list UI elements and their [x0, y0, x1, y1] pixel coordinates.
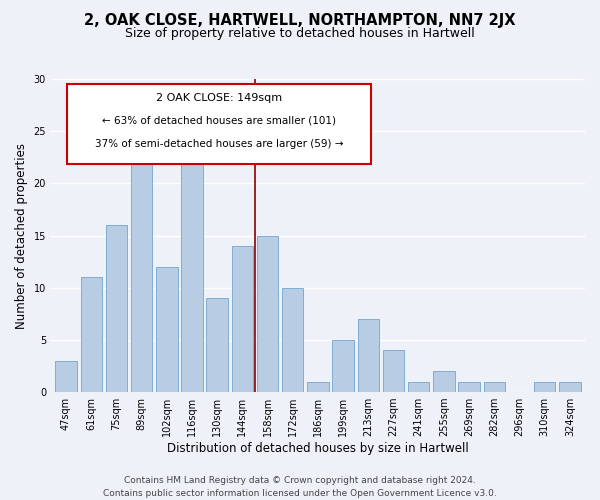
X-axis label: Distribution of detached houses by size in Hartwell: Distribution of detached houses by size …	[167, 442, 469, 455]
Bar	[358, 319, 379, 392]
Bar	[559, 382, 581, 392]
Text: 37% of semi-detached houses are larger (59) →: 37% of semi-detached houses are larger (…	[95, 138, 343, 148]
Text: 2 OAK CLOSE: 149sqm: 2 OAK CLOSE: 149sqm	[156, 93, 282, 103]
Bar	[433, 371, 455, 392]
Bar	[206, 298, 228, 392]
Text: Size of property relative to detached houses in Hartwell: Size of property relative to detached ho…	[125, 28, 475, 40]
Bar	[282, 288, 304, 392]
Text: ← 63% of detached houses are smaller (101): ← 63% of detached houses are smaller (10…	[102, 116, 336, 126]
Bar	[332, 340, 354, 392]
Y-axis label: Number of detached properties: Number of detached properties	[15, 142, 28, 328]
Bar	[131, 152, 152, 392]
Bar	[257, 236, 278, 392]
Bar	[484, 382, 505, 392]
Text: Contains HM Land Registry data © Crown copyright and database right 2024.
Contai: Contains HM Land Registry data © Crown c…	[103, 476, 497, 498]
Bar	[458, 382, 480, 392]
Bar	[156, 267, 178, 392]
Text: 2, OAK CLOSE, HARTWELL, NORTHAMPTON, NN7 2JX: 2, OAK CLOSE, HARTWELL, NORTHAMPTON, NN7…	[84, 12, 516, 28]
Bar	[307, 382, 329, 392]
Bar	[80, 278, 102, 392]
Bar	[106, 225, 127, 392]
Bar	[408, 382, 430, 392]
Bar	[232, 246, 253, 392]
Bar	[181, 131, 203, 392]
FancyBboxPatch shape	[67, 84, 371, 164]
Bar	[534, 382, 556, 392]
Bar	[383, 350, 404, 392]
Bar	[55, 361, 77, 392]
